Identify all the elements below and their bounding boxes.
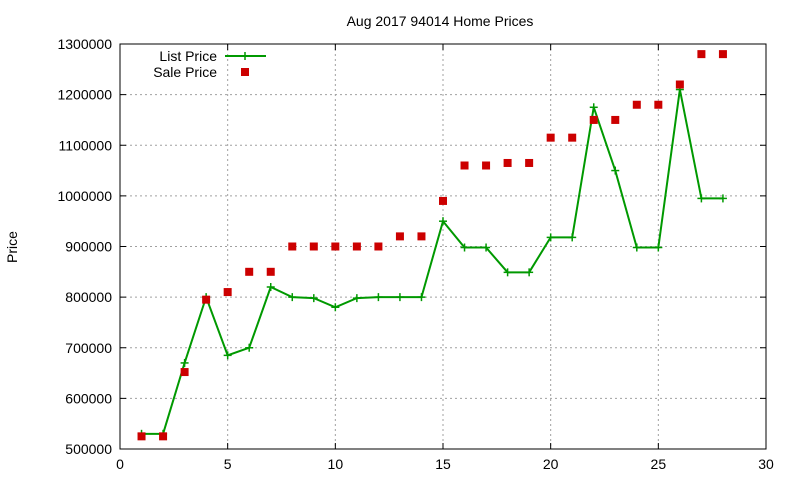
sale-price-point xyxy=(309,242,318,251)
sale-price-point xyxy=(331,242,340,251)
sale-price-point xyxy=(374,242,383,251)
sale-price-point xyxy=(611,115,620,124)
list-price-point xyxy=(245,343,254,352)
sale-price-point xyxy=(352,242,361,251)
y-tick-label: 700000 xyxy=(65,340,112,356)
legend-label: Sale Price xyxy=(153,64,217,80)
legend-swatch-marker xyxy=(241,68,249,76)
list-price-point xyxy=(288,293,297,302)
sale-price-point xyxy=(654,100,663,109)
x-tick-label: 30 xyxy=(758,456,774,472)
list-price-point xyxy=(180,358,189,367)
series-group xyxy=(137,50,727,441)
sale-price-point xyxy=(137,432,146,441)
list-price-line xyxy=(141,89,723,435)
plot-frame xyxy=(119,43,767,450)
y-tick-label: 800000 xyxy=(65,289,112,305)
list-price-point xyxy=(460,243,469,252)
list-price-point xyxy=(525,268,534,277)
y-tick-label: 1300000 xyxy=(57,36,112,52)
list-price-point xyxy=(718,194,727,203)
sale-price-point xyxy=(460,161,469,170)
list-price-point xyxy=(589,103,598,112)
list-price-point xyxy=(632,243,641,252)
list-price-series xyxy=(137,85,727,438)
legend-label: List Price xyxy=(159,48,217,64)
sale-price-point xyxy=(223,288,232,297)
list-price-point xyxy=(546,233,555,242)
list-price-point xyxy=(697,194,706,203)
chart-title: Aug 2017 94014 Home Prices xyxy=(347,13,534,29)
sale-price-point xyxy=(675,80,684,89)
list-price-point xyxy=(266,283,275,291)
x-tick-label: 25 xyxy=(651,456,667,472)
sale-price-point xyxy=(503,158,512,167)
sale-price-point xyxy=(589,115,598,124)
sale-price-point xyxy=(697,50,706,59)
y-axis-label: Price xyxy=(4,231,20,263)
y-tick-label: 600000 xyxy=(65,390,112,406)
sale-price-series xyxy=(137,50,727,441)
list-price-point xyxy=(654,243,663,252)
sale-price-point xyxy=(482,161,491,170)
sale-price-point xyxy=(439,196,447,205)
x-tick-label: 20 xyxy=(543,456,559,472)
x-tick-label: 10 xyxy=(328,456,344,472)
sale-price-point xyxy=(718,50,727,59)
list-price-point xyxy=(223,351,232,360)
list-price-point xyxy=(352,294,361,303)
x-tick-label: 5 xyxy=(224,456,232,472)
sale-price-point xyxy=(202,295,211,304)
list-price-point xyxy=(331,303,340,312)
list-price-point xyxy=(395,293,404,302)
list-price-point xyxy=(568,233,577,242)
sale-price-point xyxy=(159,432,168,441)
list-price-point xyxy=(482,243,491,252)
list-price-point xyxy=(309,294,318,303)
axis-ticks: 500000 600000 700000 800000 900000 1000000 110… xyxy=(57,36,774,472)
list-price-point xyxy=(374,293,383,302)
sale-price-point xyxy=(266,267,275,276)
y-tick-label: 900000 xyxy=(65,239,112,255)
y-tick-label: 500000 xyxy=(65,441,112,457)
sale-price-point xyxy=(632,100,641,109)
sale-price-point xyxy=(395,232,404,241)
list-price-point xyxy=(417,293,426,302)
y-tick-label: 1200000 xyxy=(57,87,112,103)
y-tick-label: 1000000 xyxy=(57,188,112,204)
sale-price-point xyxy=(568,133,577,142)
x-tick-label: 0 xyxy=(116,456,124,472)
sale-price-point xyxy=(180,368,189,377)
sale-price-point xyxy=(288,242,297,251)
sale-price-point xyxy=(417,232,426,241)
list-price-point xyxy=(503,268,512,277)
grid xyxy=(120,44,766,449)
y-tick-label: 1100000 xyxy=(59,137,113,153)
list-price-point xyxy=(439,217,447,226)
sale-price-point xyxy=(245,267,254,276)
sale-price-point xyxy=(546,133,555,142)
sale-price-point xyxy=(525,158,534,167)
x-tick-label: 15 xyxy=(435,456,451,472)
legend-swatch-marker xyxy=(241,52,249,60)
list-price-point xyxy=(611,166,620,175)
